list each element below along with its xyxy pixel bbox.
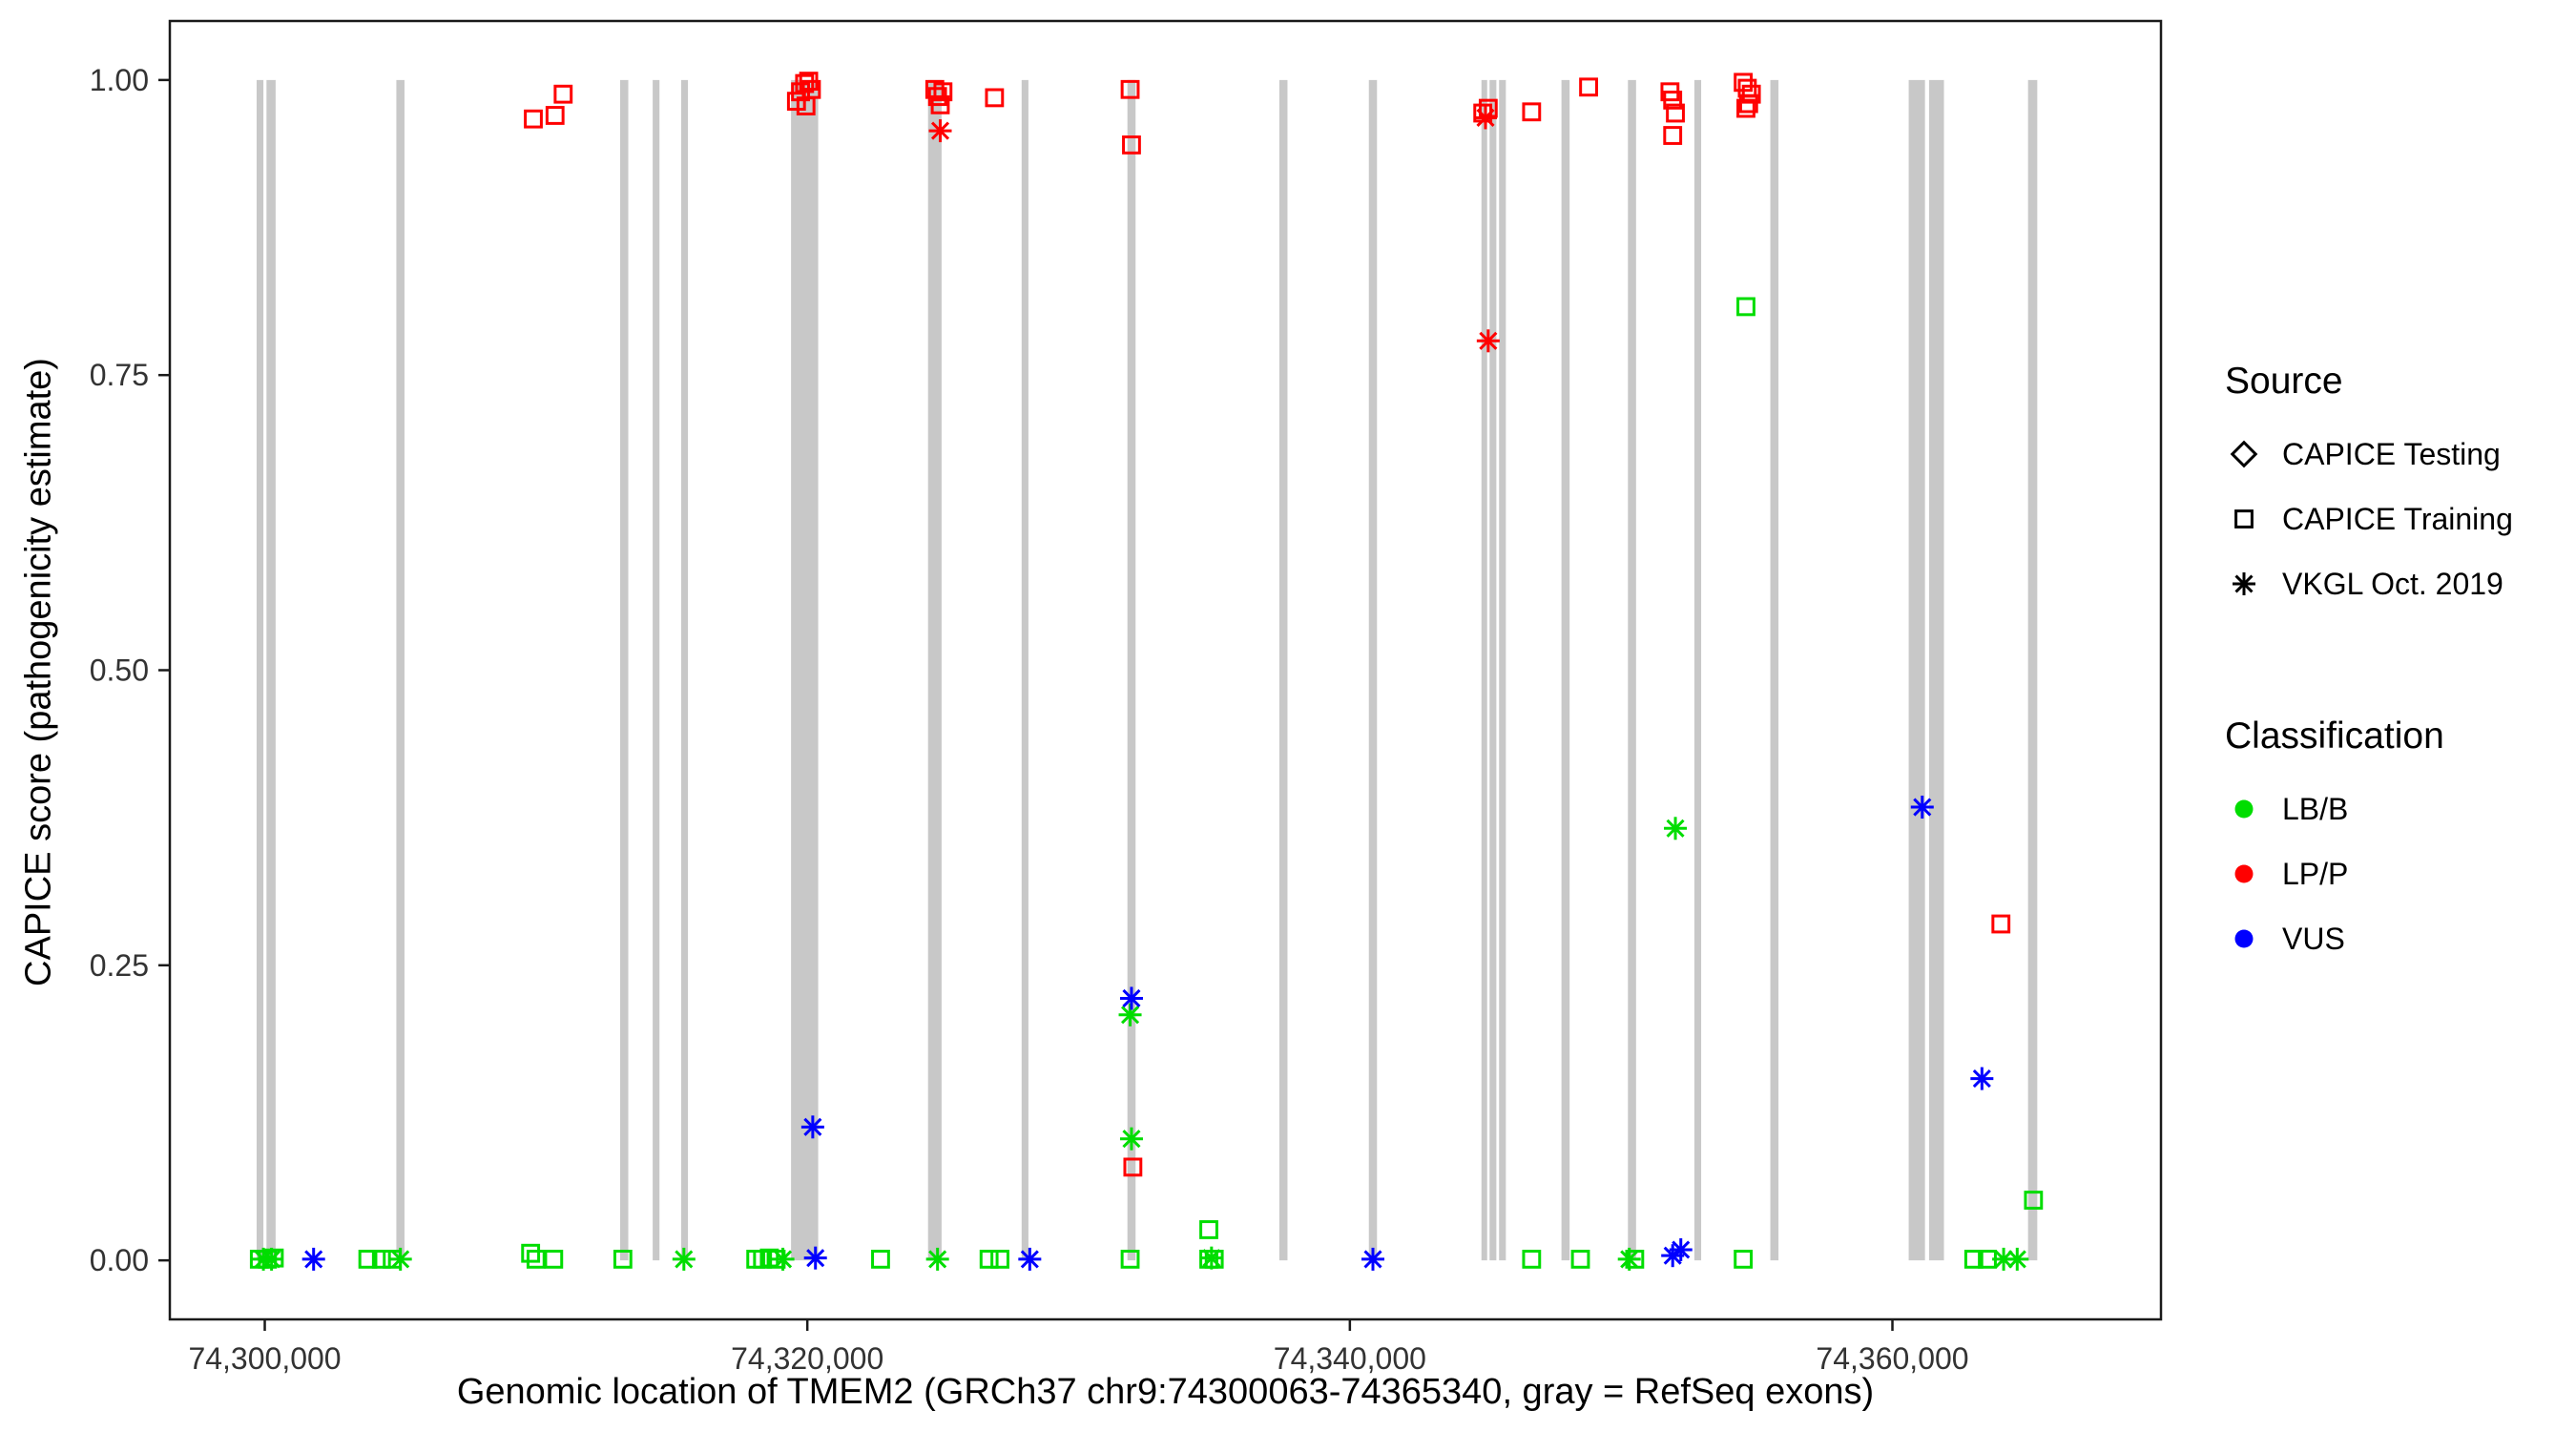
asterisk-icon [2225,565,2263,603]
svg-text:74,320,000: 74,320,000 [731,1341,883,1376]
legend-source: Source CAPICE Testing CAPICE Training VK… [2225,361,2513,603]
legend-item-capice-testing: CAPICE Testing [2225,435,2513,473]
refseq-exon-bars [256,79,2038,1261]
svg-text:0.00: 0.00 [90,1243,149,1277]
svg-text:74,360,000: 74,360,000 [1816,1341,1968,1376]
svg-text:74,340,000: 74,340,000 [1274,1341,1426,1376]
plot-panel-border [168,19,2163,1321]
square-icon [2225,500,2263,538]
red-dot-icon [2225,855,2263,893]
diamond-icon [2225,435,2263,473]
svg-text:74,300,000: 74,300,000 [188,1341,341,1376]
data-points [249,72,2044,1271]
legend-item-capice-training: CAPICE Training [2225,500,2513,538]
green-dot-icon [2225,790,2263,828]
legend-item-label: CAPICE Training [2282,501,2513,536]
svg-text:1.00: 1.00 [90,63,149,97]
legend-item-lpp: LP/P [2225,855,2513,893]
blue-dot-icon [2225,920,2263,958]
legend-classification-title: Classification [2225,716,2444,757]
svg-text:0.75: 0.75 [90,358,149,392]
legend-item-lbb: LB/B [2225,790,2513,828]
legend: Source CAPICE Testing CAPICE Training VK… [2225,361,2513,985]
svg-text:0.25: 0.25 [90,948,149,983]
legend-classification: Classification LB/B LP/P VUS [2225,716,2513,958]
legend-item-vus: VUS [2225,920,2513,958]
legend-item-label: VKGL Oct. 2019 [2282,566,2503,601]
legend-item-vkgl: VKGL Oct. 2019 [2225,565,2513,603]
axis-ticks: 74,300,000 74,320,000 74,340,000 74,360,000… [90,63,1969,1376]
legend-source-title: Source [2225,361,2343,402]
y-axis-title: CAPICE score (pathogenicity estimate) [18,358,59,986]
legend-item-label: LP/P [2282,856,2349,891]
legend-item-label: LB/B [2282,791,2349,826]
svg-text:0.50: 0.50 [90,653,149,688]
legend-item-label: VUS [2282,921,2345,956]
x-axis-title: Genomic location of TMEM2 (GRCh37 chr9:7… [456,1372,1875,1412]
legend-item-label: CAPICE Testing [2282,436,2501,471]
